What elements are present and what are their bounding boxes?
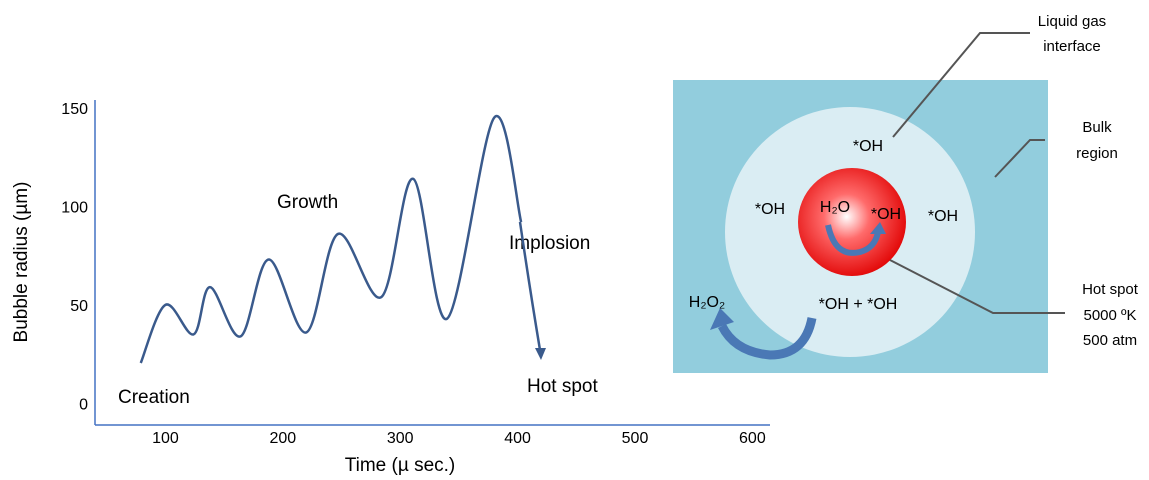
callout-line bbox=[889, 259, 1065, 314]
callout: region bbox=[1076, 145, 1118, 162]
callout-line bbox=[994, 139, 1045, 178]
reaction-arrow bbox=[717, 317, 817, 360]
annotation: Creation bbox=[118, 387, 190, 408]
callout: 5000 ºK bbox=[1083, 307, 1136, 324]
x-tick-label: 200 bbox=[269, 430, 296, 447]
callout: Liquid gas bbox=[1038, 13, 1106, 30]
y-tick-label: 50 bbox=[70, 298, 88, 315]
y-tick-label: 150 bbox=[61, 101, 88, 118]
radical: *OH bbox=[755, 201, 785, 218]
implosion-arrow bbox=[518, 221, 542, 351]
annotation: Growth bbox=[277, 192, 338, 213]
y-tick-label: 0 bbox=[79, 397, 88, 414]
callout: interface bbox=[1043, 38, 1101, 55]
hot-spot bbox=[798, 168, 906, 276]
callout: Hot spot bbox=[1082, 281, 1139, 298]
reaction-arrow bbox=[825, 224, 881, 256]
x-tick-label: 500 bbox=[622, 430, 649, 447]
peroxide: H₂O₂ bbox=[689, 294, 725, 311]
x-tick-label: 300 bbox=[387, 430, 414, 447]
x-tick-label: 100 bbox=[152, 430, 179, 447]
water: H₂O bbox=[820, 199, 850, 216]
x-tick-label: 400 bbox=[504, 430, 531, 447]
callout-line bbox=[892, 32, 1030, 138]
series-line bbox=[139, 114, 523, 364]
x-tick-label: 600 bbox=[739, 430, 766, 447]
arrow-head bbox=[870, 222, 886, 234]
annotation: Implosion bbox=[509, 233, 590, 254]
arrow-head bbox=[710, 308, 734, 330]
callout: 500 atm bbox=[1083, 332, 1137, 349]
arrow-head bbox=[535, 348, 546, 360]
annotation: Hot spot bbox=[527, 376, 598, 397]
x-axis-label: Time (µ sec.) bbox=[345, 455, 456, 476]
y-axis-label: Bubble radius (µm) bbox=[11, 182, 32, 343]
radical: *OH bbox=[871, 206, 901, 223]
y-tick-label: 100 bbox=[61, 200, 88, 217]
radical: *OH bbox=[928, 208, 958, 225]
radical: *OH bbox=[853, 138, 883, 155]
callout: Bulk bbox=[1082, 119, 1112, 136]
radical-pair: *OH + *OH bbox=[819, 296, 898, 313]
